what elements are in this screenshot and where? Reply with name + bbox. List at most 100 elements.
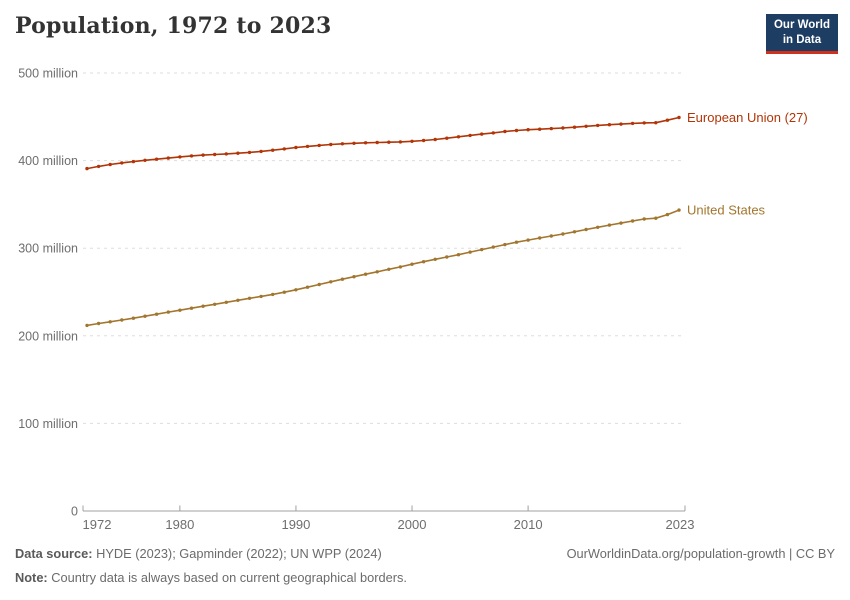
series-point-marker[interactable] [224, 152, 228, 156]
footer-citation-link[interactable]: OurWorldinData.org/population-growth | C… [566, 546, 835, 561]
series-point-marker[interactable] [236, 151, 240, 155]
series-point-marker[interactable] [259, 294, 263, 299]
series-point-marker[interactable] [387, 267, 391, 271]
series-point-marker[interactable] [375, 270, 379, 274]
series-point-marker[interactable] [642, 217, 646, 221]
series-end-label[interactable]: European Union (27) [687, 110, 808, 125]
series-point-marker[interactable] [108, 320, 112, 324]
series-point-marker[interactable] [375, 140, 379, 145]
series-point-marker[interactable] [329, 280, 333, 284]
series-point-marker[interactable] [282, 147, 286, 151]
series-point-marker[interactable] [166, 310, 170, 314]
series-point-marker[interactable] [363, 141, 368, 145]
series-point-marker[interactable] [572, 125, 577, 129]
series-point-marker[interactable] [526, 128, 530, 132]
series-point-marker[interactable] [538, 236, 542, 240]
series-point-marker[interactable] [247, 150, 252, 155]
series-point-marker[interactable] [120, 318, 124, 322]
series-point-marker[interactable] [282, 290, 286, 294]
series-point-marker[interactable] [654, 121, 658, 125]
series-point-marker[interactable] [247, 296, 252, 300]
series-point-marker[interactable] [561, 232, 565, 236]
series-point-marker[interactable] [410, 139, 414, 143]
series-point-marker[interactable] [480, 132, 484, 136]
series-point-marker[interactable] [549, 234, 553, 238]
series-point-marker[interactable] [131, 316, 136, 320]
series-point-marker[interactable] [352, 275, 356, 279]
series-point-marker[interactable] [607, 123, 612, 127]
series-point-marker[interactable] [468, 250, 472, 254]
series-point-marker[interactable] [514, 128, 519, 133]
series-point-marker[interactable] [468, 133, 472, 138]
series-point-marker[interactable] [445, 255, 449, 259]
series-point-marker[interactable] [596, 123, 600, 128]
series-point-marker[interactable] [120, 161, 124, 165]
series-point-marker[interactable] [503, 242, 507, 247]
series-point-marker[interactable] [96, 321, 101, 326]
series-point-marker[interactable] [572, 230, 577, 234]
series-point-marker[interactable] [561, 126, 565, 130]
series-point-marker[interactable] [363, 272, 368, 276]
series-point-marker[interactable] [224, 300, 228, 304]
series-point-marker[interactable] [549, 126, 553, 131]
series-point-marker[interactable] [387, 140, 391, 144]
series-point-marker[interactable] [433, 137, 437, 142]
series-point-marker[interactable] [398, 265, 403, 269]
series-point-marker[interactable] [630, 121, 635, 126]
series-point-marker[interactable] [108, 162, 112, 167]
series-point-marker[interactable] [677, 208, 681, 212]
series-point-marker[interactable] [480, 247, 484, 252]
series-point-marker[interactable] [305, 285, 310, 289]
series-point-marker[interactable] [166, 156, 170, 160]
series-point-marker[interactable] [236, 298, 240, 302]
series-point-marker[interactable] [677, 115, 681, 120]
series-point-marker[interactable] [189, 306, 194, 310]
series-point-marker[interactable] [410, 262, 414, 266]
series-point-marker[interactable] [584, 227, 588, 232]
series-point-marker[interactable] [189, 154, 194, 158]
series-point-marker[interactable] [352, 141, 356, 145]
series-point-marker[interactable] [340, 142, 345, 146]
series-point-marker[interactable] [131, 159, 136, 164]
owid-logo[interactable]: Our World in Data [765, 14, 838, 54]
series-point-marker[interactable] [317, 282, 321, 287]
series-point-marker[interactable] [178, 308, 182, 312]
series-point-marker[interactable] [619, 221, 623, 225]
series-point-marker[interactable] [96, 164, 101, 169]
series-point-marker[interactable] [201, 304, 205, 308]
series-point-marker[interactable] [433, 257, 437, 261]
series-point-marker[interactable] [607, 223, 612, 227]
series-point-marker[interactable] [143, 158, 147, 162]
series-point-marker[interactable] [654, 216, 658, 220]
series-point-marker[interactable] [201, 153, 205, 157]
series-point-marker[interactable] [445, 136, 449, 140]
series-point-marker[interactable] [398, 140, 403, 144]
series-line[interactable] [86, 209, 680, 327]
series-point-marker[interactable] [538, 127, 542, 131]
series-point-marker[interactable] [665, 212, 670, 217]
series-point-marker[interactable] [630, 219, 635, 223]
series-point-marker[interactable] [642, 121, 646, 125]
series-point-marker[interactable] [271, 292, 275, 297]
series-point-marker[interactable] [421, 138, 426, 143]
series-point-marker[interactable] [514, 240, 519, 244]
series-line[interactable] [86, 116, 680, 170]
series-point-marker[interactable] [665, 118, 670, 122]
series-point-marker[interactable] [503, 129, 507, 134]
series-point-marker[interactable] [456, 135, 461, 139]
series-point-marker[interactable] [317, 143, 321, 148]
series-point-marker[interactable] [271, 148, 275, 152]
series-point-marker[interactable] [340, 277, 345, 281]
series-point-marker[interactable] [491, 245, 495, 249]
series-point-marker[interactable] [213, 152, 217, 157]
series-point-marker[interactable] [259, 149, 263, 154]
series-point-marker[interactable] [154, 157, 159, 161]
series-end-label[interactable]: United States [687, 203, 766, 218]
series-point-marker[interactable] [143, 314, 147, 318]
series-point-marker[interactable] [584, 124, 588, 128]
series-point-marker[interactable] [213, 302, 217, 306]
series-point-marker[interactable] [178, 155, 182, 159]
series-point-marker[interactable] [154, 312, 159, 316]
series-point-marker[interactable] [619, 122, 623, 126]
series-point-marker[interactable] [85, 323, 89, 328]
